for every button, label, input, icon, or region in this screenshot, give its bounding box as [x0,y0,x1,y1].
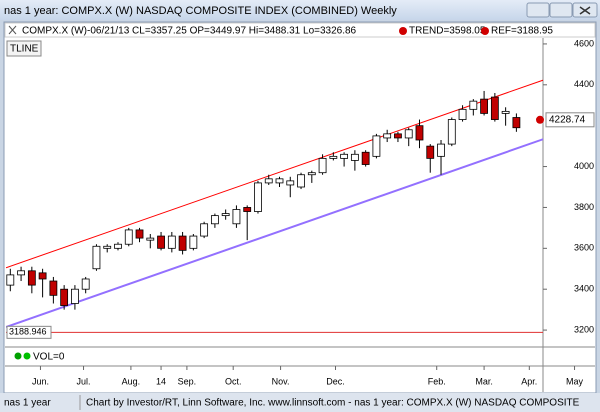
candle-body [372,135,381,157]
y-tick-label: 3600 [574,243,594,253]
ref-label: 3188.946 [9,327,47,337]
vol-dot [14,352,22,360]
window-title: nas 1 year: COMPX.X (W) NASDAQ COMPOSITE… [4,5,397,17]
status-text: Chart by Investor/RT, Linn Software, Inc… [86,398,580,409]
ref-dot [481,27,489,35]
legend-symbol: COMPX.X (W)-06/21/13 CL=3357.25 OP=3449.… [22,26,357,37]
candle-body [38,272,47,280]
candle-body [27,270,36,286]
candle-body [243,207,252,212]
legend-bar [4,22,596,38]
trend-line [6,138,543,328]
x-tick-label: Oct. [225,376,242,386]
candle-body [60,288,69,306]
candle-body [469,100,478,110]
candle-body [92,245,101,270]
tline-label: TLINE [10,44,39,55]
last-price-dot [536,115,544,124]
vol-label: VOL=0 [33,352,65,363]
candle-body [361,151,370,165]
candle-body [6,274,15,286]
x-tick-label: Aug. [122,376,141,386]
candle-body [210,215,219,225]
candle-body [394,133,402,139]
candle-body [157,235,165,249]
candle-body [404,129,413,139]
minimize-button[interactable] [526,2,550,18]
x-tick-label: 14 [156,376,166,386]
trend-line [6,79,543,269]
y-tick-label: 4400 [574,79,594,89]
candle-body [103,245,112,249]
x-tick-label: Mar. [475,376,493,386]
candle-body [383,133,392,139]
legend-ref: REF=3188.95 [491,26,553,37]
candle-body [167,235,176,249]
candle-body [490,96,499,120]
y-tick-label: 4600 [574,38,594,48]
candle-body [501,110,510,114]
candle-body [329,155,338,159]
candle-body [124,229,133,245]
y-tick-label: 3800 [574,202,594,212]
candle-body [254,182,262,212]
tline-button[interactable] [6,40,42,57]
title-bar [0,0,600,20]
candle-body [340,153,349,159]
candle-body [114,243,122,249]
candle-body [81,278,90,290]
y-tick-label: 3400 [574,284,594,294]
status-left: nas 1 year [4,398,51,409]
maximize-button[interactable] [549,2,573,18]
candle-body [447,119,456,145]
candle-body [350,153,359,161]
trend-dot [399,27,407,35]
candle-body [200,223,209,237]
candle-body [49,280,58,296]
candle-body [232,209,241,225]
candle-body [426,145,435,159]
chart-panel [3,21,597,394]
legend-trend: TREND=3598.05 [409,26,486,37]
x-tick-label: Nov. [272,376,290,386]
ref-label-box [6,325,52,339]
candle-body [307,172,316,176]
candle-body [221,213,230,217]
x-tick-label: Sep. [178,376,197,386]
x-tick-label: May [566,376,584,386]
candle-body [17,270,25,276]
candle-body [415,125,424,141]
candle-body [286,180,295,186]
candle-body [437,143,445,157]
close-icon [579,6,591,15]
x-tick-label: Jul. [77,376,91,386]
legend-close[interactable] [8,25,17,35]
candle-body [189,235,198,249]
candle-body [480,98,488,114]
candle-body [318,157,327,174]
candle-body [178,235,187,251]
candle-body [135,229,144,239]
y-tick-label: 4000 [574,161,594,171]
last-price-box [545,112,595,128]
vol-dot [23,352,31,360]
candle-body [71,288,79,304]
x-tick-label: Feb. [428,376,446,386]
x-tick-label: Apr. [521,376,537,386]
status-bar [0,393,600,412]
x-tick-label: Dec. [326,376,345,386]
plot-area [6,79,543,333]
candle-body [275,178,284,184]
candle-body [512,117,521,129]
x-tick-label: Jun. [32,376,49,386]
y-tick-label: 3200 [574,324,594,334]
last-price-label: 4228.74 [549,114,586,125]
candle-body [264,178,273,184]
candle-body [146,237,155,241]
candle-body [297,174,305,188]
candle-body [458,108,467,120]
